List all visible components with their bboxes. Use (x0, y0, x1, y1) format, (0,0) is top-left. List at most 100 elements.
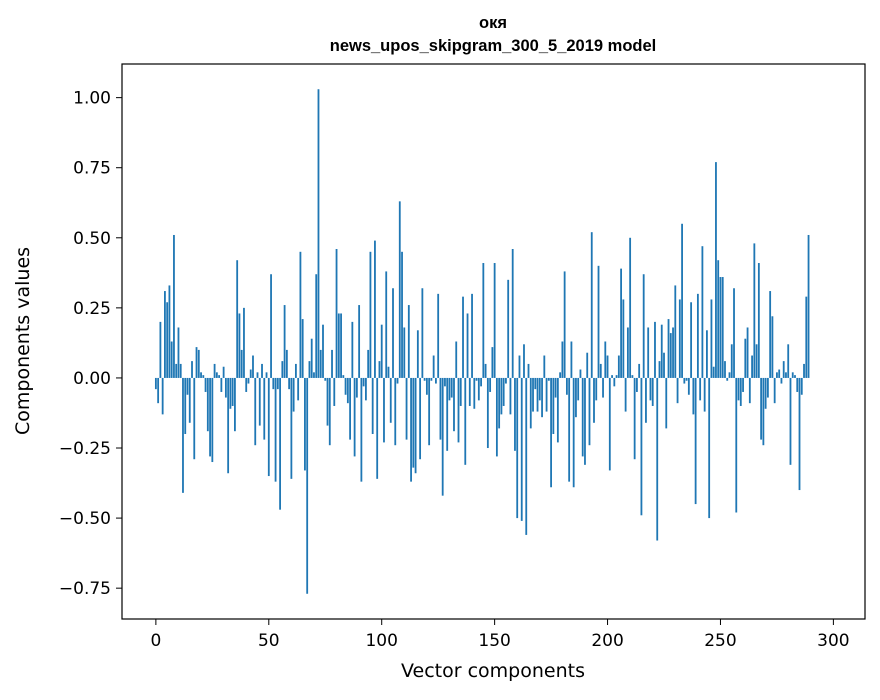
bar (387, 366, 390, 378)
bar (159, 321, 162, 378)
bar (170, 341, 173, 378)
bar (647, 327, 650, 378)
bar (667, 319, 670, 378)
bar (730, 344, 733, 378)
bar (762, 377, 765, 446)
bar (676, 377, 679, 404)
y-tick-label: 0.75 (73, 159, 111, 179)
bar (495, 377, 498, 457)
bar (197, 349, 200, 378)
bar (407, 305, 410, 378)
bar (617, 355, 620, 378)
bar (608, 377, 611, 471)
bar (294, 363, 297, 378)
bar (663, 352, 665, 378)
bar (256, 372, 259, 378)
bar (776, 372, 778, 378)
y-tick-label: 1.00 (73, 89, 111, 109)
bar (554, 377, 557, 398)
bar (665, 377, 668, 429)
bar (229, 377, 232, 409)
bar (299, 251, 302, 378)
bar (559, 372, 562, 378)
bar (633, 377, 636, 460)
bar (575, 377, 577, 418)
bar (681, 223, 683, 378)
bar (690, 302, 693, 378)
bar (435, 377, 437, 384)
bar (292, 377, 295, 412)
bar (760, 377, 763, 440)
bar (392, 288, 394, 378)
bar (803, 363, 805, 378)
bar (800, 377, 803, 395)
bar (419, 377, 422, 460)
bar (525, 377, 528, 535)
bar (340, 313, 342, 378)
bar (475, 377, 478, 381)
bar (794, 375, 796, 378)
bar (337, 313, 340, 378)
x-axis-label: Vector components (401, 660, 585, 682)
bar (450, 377, 453, 398)
bar (301, 319, 304, 378)
bar (561, 341, 564, 378)
bar (735, 377, 738, 513)
bar (696, 293, 699, 378)
x-tick-label: 200 (591, 631, 623, 651)
bar (414, 377, 417, 474)
bar (638, 363, 641, 378)
bar (674, 285, 677, 378)
bar (785, 372, 787, 378)
bar (518, 355, 521, 378)
bar (412, 377, 415, 468)
bar (416, 330, 419, 378)
bar (378, 361, 381, 378)
bar (782, 361, 785, 378)
bar (751, 355, 753, 378)
y-tick-label: 0.50 (73, 229, 111, 249)
bar (724, 361, 726, 378)
bar (719, 277, 722, 378)
bar (179, 363, 182, 378)
y-axis-label: Components values (12, 247, 34, 435)
bar (556, 377, 559, 443)
bar (263, 377, 266, 440)
bar (552, 377, 555, 434)
bar (701, 246, 704, 378)
bar (315, 274, 318, 378)
bar (645, 377, 647, 423)
bar (703, 377, 706, 412)
bar (636, 377, 638, 392)
bar (173, 234, 175, 378)
bar (394, 377, 397, 446)
bar (685, 377, 688, 381)
bar (380, 324, 383, 378)
bar (202, 375, 205, 378)
bar (473, 377, 476, 409)
bar (500, 377, 503, 415)
bar (520, 377, 523, 521)
bar (491, 347, 494, 378)
bar (789, 377, 792, 465)
bar (358, 305, 361, 378)
bar (261, 363, 263, 378)
bar (550, 377, 552, 488)
bar (157, 377, 160, 404)
bar (694, 377, 697, 505)
bar (464, 377, 467, 465)
bar (186, 377, 189, 395)
bar (405, 377, 408, 440)
bar (200, 372, 202, 378)
bar (441, 377, 444, 496)
bar (453, 377, 455, 432)
bar (660, 324, 663, 378)
bar (755, 344, 758, 378)
bar (344, 377, 347, 395)
bar (471, 293, 473, 378)
bar (175, 363, 178, 378)
bar (466, 313, 469, 378)
bar (313, 372, 315, 378)
bar (243, 307, 245, 378)
bar (791, 372, 794, 378)
